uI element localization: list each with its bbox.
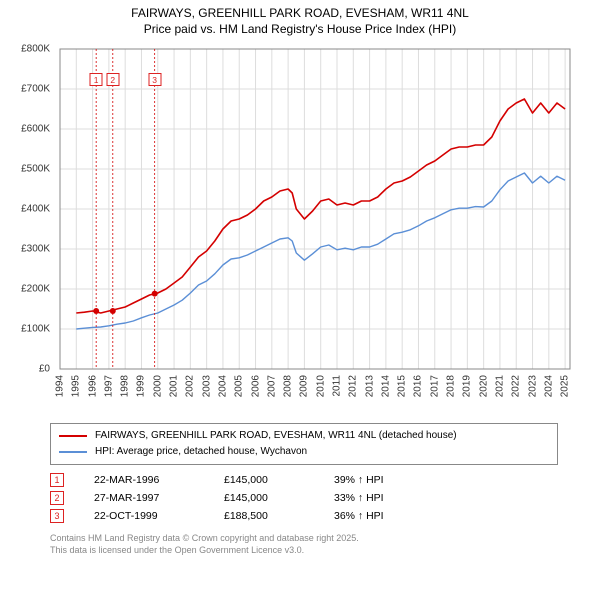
x-tick-label: 2018 [446, 375, 457, 397]
y-tick-label: £200K [21, 284, 50, 295]
x-tick-label: 2013 [364, 375, 375, 397]
sale-hpi: 36% ↑ HPI [334, 510, 384, 522]
legend-label: FAIRWAYS, GREENHILL PARK ROAD, EVESHAM, … [95, 428, 457, 444]
y-tick-label: £400K [21, 204, 50, 215]
title-line-1: FAIRWAYS, GREENHILL PARK ROAD, EVESHAM, … [10, 6, 590, 22]
x-tick-label: 2008 [283, 375, 294, 397]
x-tick-label: 2019 [462, 375, 473, 397]
x-tick-label: 2017 [429, 375, 440, 397]
sale-price: £145,000 [224, 474, 334, 486]
chart-container: FAIRWAYS, GREENHILL PARK ROAD, EVESHAM, … [0, 0, 600, 590]
y-tick-label: £600K [21, 124, 50, 135]
sale-badge: 3 [50, 509, 64, 523]
sale-row: 2 27-MAR-1997£145,00033% ↑ HPI [50, 489, 558, 507]
sale-marker-badge: 3 [148, 73, 161, 86]
x-tick-label: 2003 [201, 375, 212, 397]
title-line-2: Price paid vs. HM Land Registry's House … [10, 22, 590, 38]
sale-hpi: 39% ↑ HPI [334, 474, 384, 486]
x-tick-label: 2024 [543, 375, 554, 397]
y-tick-label: £100K [21, 324, 50, 335]
legend-swatch [59, 451, 87, 453]
y-tick-label: £500K [21, 164, 50, 175]
sale-marker-badge: 1 [90, 73, 103, 86]
x-tick-label: 2006 [250, 375, 261, 397]
sale-hpi: 33% ↑ HPI [334, 492, 384, 504]
attribution-footer: Contains HM Land Registry data © Crown c… [50, 533, 558, 556]
sale-row: 1 22-MAR-1996£145,00039% ↑ HPI [50, 471, 558, 489]
y-tick-label: £0 [39, 364, 50, 375]
sale-date: 27-MAR-1997 [94, 492, 224, 504]
x-tick-label: 2012 [348, 375, 359, 397]
x-tick-label: 2007 [266, 375, 277, 397]
sale-price: £145,000 [224, 492, 334, 504]
x-tick-label: 2020 [478, 375, 489, 397]
x-tick-label: 2025 [560, 375, 571, 397]
sale-row: 3 22-OCT-1999£188,50036% ↑ HPI [50, 507, 558, 525]
x-tick-label: 2001 [169, 375, 180, 397]
x-tick-label: 2004 [217, 375, 228, 397]
sale-badge: 2 [50, 491, 64, 505]
x-tick-label: 2022 [511, 375, 522, 397]
y-tick-label: £700K [21, 84, 50, 95]
sale-marker-badge: 2 [106, 73, 119, 86]
x-tick-label: 1995 [71, 375, 82, 397]
sale-date: 22-OCT-1999 [94, 510, 224, 522]
x-tick-label: 2010 [315, 375, 326, 397]
x-tick-label: 1999 [136, 375, 147, 397]
sale-badge: 1 [50, 473, 64, 487]
sale-price: £188,500 [224, 510, 334, 522]
x-tick-label: 2000 [152, 375, 163, 397]
x-tick-label: 2014 [380, 375, 391, 397]
sale-date: 22-MAR-1996 [94, 474, 224, 486]
chart-svg [10, 39, 590, 419]
legend: FAIRWAYS, GREENHILL PARK ROAD, EVESHAM, … [50, 423, 558, 465]
x-tick-label: 1994 [55, 375, 66, 397]
x-tick-label: 1997 [103, 375, 114, 397]
y-tick-label: £800K [21, 44, 50, 55]
x-tick-label: 2009 [299, 375, 310, 397]
footer-line-1: Contains HM Land Registry data © Crown c… [50, 533, 558, 545]
x-tick-label: 1998 [120, 375, 131, 397]
chart-title: FAIRWAYS, GREENHILL PARK ROAD, EVESHAM, … [0, 0, 600, 39]
x-tick-label: 1996 [87, 375, 98, 397]
x-tick-label: 2015 [397, 375, 408, 397]
x-tick-label: 2016 [413, 375, 424, 397]
x-tick-label: 2011 [331, 375, 342, 397]
legend-swatch [59, 435, 87, 437]
legend-item: FAIRWAYS, GREENHILL PARK ROAD, EVESHAM, … [59, 428, 549, 444]
legend-label: HPI: Average price, detached house, Wych… [95, 444, 307, 460]
x-tick-label: 2002 [185, 375, 196, 397]
chart-area: £0 £100K £200K £300K £400K £500K £600K £700K £80… [10, 39, 590, 419]
x-tick-label: 2023 [527, 375, 538, 397]
footer-line-2: This data is licensed under the Open Gov… [50, 545, 558, 557]
x-tick-label: 2005 [234, 375, 245, 397]
legend-item: HPI: Average price, detached house, Wych… [59, 444, 549, 460]
y-tick-label: £300K [21, 244, 50, 255]
x-tick-label: 2021 [494, 375, 505, 397]
sales-table: 1 22-MAR-1996£145,00039% ↑ HPI 2 27-MAR-199… [50, 471, 558, 525]
